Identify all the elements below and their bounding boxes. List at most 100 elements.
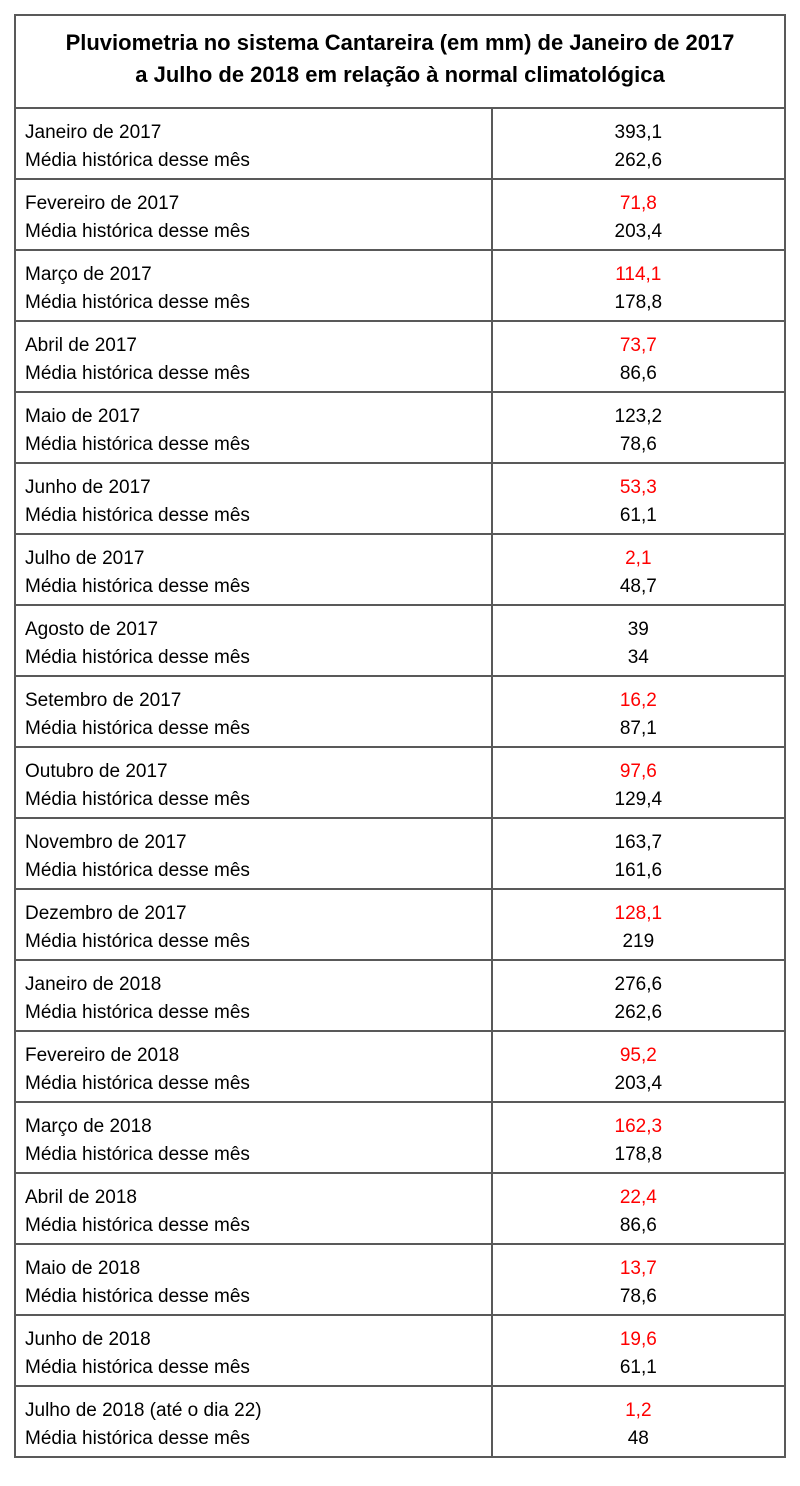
month-label: Março de 2017 xyxy=(25,264,152,285)
month-cell: Maio de 2018 Média histórica desse mês xyxy=(14,1243,493,1316)
values-cell: 2,1 48,7 xyxy=(490,533,787,606)
rainfall-value: 16,2 xyxy=(619,690,657,711)
rainfall-value: 276,6 xyxy=(614,974,663,995)
rainfall-value: 95,2 xyxy=(619,1045,657,1066)
month-label: Fevereiro de 2018 xyxy=(25,1045,180,1066)
historical-value: 161,6 xyxy=(614,860,663,881)
historical-value: 129,4 xyxy=(614,789,663,810)
historical-label: Média histórica desse mês xyxy=(25,647,250,668)
historical-value: 34 xyxy=(627,647,649,668)
values-cell: 163,7 161,6 xyxy=(490,817,787,890)
historical-value: 48,7 xyxy=(619,576,657,597)
historical-label: Média histórica desse mês xyxy=(25,150,250,171)
rainfall-value: 13,7 xyxy=(619,1258,657,1279)
month-cell: Dezembro de 2017 Média histórica desse m… xyxy=(14,888,493,961)
month-label: Outubro de 2017 xyxy=(25,761,168,782)
month-cell: Junho de 2018 Média histórica desse mês xyxy=(14,1314,493,1387)
month-cell: Janeiro de 2017 Média histórica desse mê… xyxy=(14,107,493,180)
values-cell: 22,4 86,6 xyxy=(490,1172,787,1245)
month-cell: Julho de 2018 (até o dia 22) Média histó… xyxy=(14,1385,493,1458)
historical-label: Média histórica desse mês xyxy=(25,1144,250,1165)
values-cell: 19,6 61,1 xyxy=(490,1314,787,1387)
table-row: Julho de 2017 Média histórica desse mês … xyxy=(14,533,787,606)
historical-value: 61,1 xyxy=(619,505,657,526)
historical-label: Média histórica desse mês xyxy=(25,789,250,810)
historical-value: 78,6 xyxy=(619,1286,657,1307)
rainfall-value: 162,3 xyxy=(614,1116,663,1137)
table-row: Outubro de 2017 Média histórica desse mê… xyxy=(14,746,787,819)
table-row: Junho de 2017 Média histórica desse mês … xyxy=(14,462,787,535)
rainfall-value: 39 xyxy=(627,619,649,640)
month-label: Abril de 2017 xyxy=(25,335,137,356)
table-row: Maio de 2017 Média histórica desse mês 1… xyxy=(14,391,787,464)
table-row: Fevereiro de 2017 Média histórica desse … xyxy=(14,178,787,251)
rainfall-value: 123,2 xyxy=(614,406,663,427)
rainfall-value: 128,1 xyxy=(614,903,663,924)
historical-label: Média histórica desse mês xyxy=(25,292,250,313)
month-label: Março de 2018 xyxy=(25,1116,152,1137)
month-label: Janeiro de 2017 xyxy=(25,122,162,143)
rainfall-value: 393,1 xyxy=(614,122,663,143)
historical-value: 178,8 xyxy=(614,1144,663,1165)
month-cell: Abril de 2017 Média histórica desse mês xyxy=(14,320,493,393)
month-cell: Abril de 2018 Média histórica desse mês xyxy=(14,1172,493,1245)
historical-value: 219 xyxy=(622,931,655,952)
values-cell: 276,6 262,6 xyxy=(490,959,787,1032)
historical-value: 87,1 xyxy=(619,718,657,739)
table-title-line1: Pluviometria no sistema Cantareira (em m… xyxy=(65,30,735,55)
historical-value: 203,4 xyxy=(614,221,663,242)
table-row: Fevereiro de 2018 Média histórica desse … xyxy=(14,1030,787,1103)
historical-label: Média histórica desse mês xyxy=(25,576,250,597)
historical-label: Média histórica desse mês xyxy=(25,1073,250,1094)
rainfall-value: 19,6 xyxy=(619,1329,657,1350)
month-label: Agosto de 2017 xyxy=(25,619,159,640)
historical-label: Média histórica desse mês xyxy=(25,1428,250,1449)
month-label: Fevereiro de 2017 xyxy=(25,193,180,214)
historical-value: 262,6 xyxy=(614,150,663,171)
values-cell: 114,1 178,8 xyxy=(490,249,787,322)
rainfall-value: 71,8 xyxy=(619,193,657,214)
month-cell: Fevereiro de 2017 Média histórica desse … xyxy=(14,178,493,251)
values-cell: 1,2 48 xyxy=(490,1385,787,1458)
values-cell: 393,1 262,6 xyxy=(490,107,787,180)
historical-label: Média histórica desse mês xyxy=(25,860,250,881)
table-row: Novembro de 2017 Média histórica desse m… xyxy=(14,817,787,890)
table-row: Março de 2017 Média histórica desse mês … xyxy=(14,249,787,322)
table-row: Setembro de 2017 Média histórica desse m… xyxy=(14,675,787,748)
historical-label: Média histórica desse mês xyxy=(25,505,250,526)
historical-label: Média histórica desse mês xyxy=(25,363,250,384)
month-cell: Novembro de 2017 Média histórica desse m… xyxy=(14,817,493,890)
month-cell: Outubro de 2017 Média histórica desse mê… xyxy=(14,746,493,819)
rainfall-value: 114,1 xyxy=(615,264,662,285)
month-label: Novembro de 2017 xyxy=(25,832,187,853)
values-cell: 97,6 129,4 xyxy=(490,746,787,819)
historical-value: 78,6 xyxy=(619,434,657,455)
historical-value: 178,8 xyxy=(614,292,663,313)
rainfall-value: 1,2 xyxy=(625,1400,652,1421)
historical-label: Média histórica desse mês xyxy=(25,434,250,455)
month-label: Dezembro de 2017 xyxy=(25,903,187,924)
values-cell: 128,1 219 xyxy=(490,888,787,961)
month-cell: Maio de 2017 Média histórica desse mês xyxy=(14,391,493,464)
table-title: Pluviometria no sistema Cantareira (em m… xyxy=(14,14,786,109)
values-cell: 73,7 86,6 xyxy=(490,320,787,393)
month-label: Junho de 2018 xyxy=(25,1329,151,1350)
month-label: Abril de 2018 xyxy=(25,1187,137,1208)
table-row: Junho de 2018 Média histórica desse mês … xyxy=(14,1314,787,1387)
month-cell: Março de 2017 Média histórica desse mês xyxy=(14,249,493,322)
month-cell: Fevereiro de 2018 Média histórica desse … xyxy=(14,1030,493,1103)
month-label: Junho de 2017 xyxy=(25,477,151,498)
month-label: Maio de 2017 xyxy=(25,406,141,427)
table-body: Janeiro de 2017 Média histórica desse mê… xyxy=(14,107,787,1458)
rainfall-value: 97,6 xyxy=(619,761,657,782)
rainfall-value: 163,7 xyxy=(614,832,663,853)
historical-label: Média histórica desse mês xyxy=(25,1002,250,1023)
rainfall-value: 2,1 xyxy=(625,548,652,569)
historical-label: Média histórica desse mês xyxy=(25,1286,250,1307)
table-row: Agosto de 2017 Média histórica desse mês… xyxy=(14,604,787,677)
table-row: Abril de 2018 Média histórica desse mês … xyxy=(14,1172,787,1245)
table-row: Janeiro de 2017 Média histórica desse mê… xyxy=(14,107,787,180)
rainfall-table: Pluviometria no sistema Cantareira (em m… xyxy=(14,14,787,1458)
table-row: Julho de 2018 (até o dia 22) Média histó… xyxy=(14,1385,787,1458)
historical-label: Média histórica desse mês xyxy=(25,1357,250,1378)
